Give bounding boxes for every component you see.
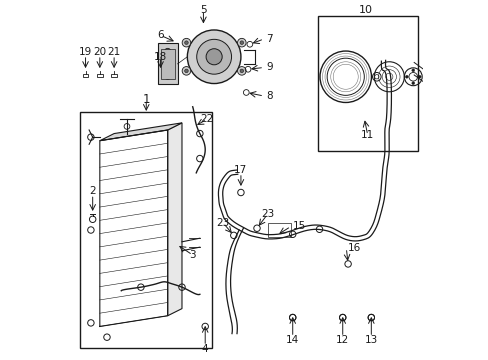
- Circle shape: [182, 67, 190, 75]
- Text: 19: 19: [79, 47, 92, 57]
- Text: 13: 13: [364, 336, 377, 345]
- Circle shape: [205, 49, 222, 65]
- Bar: [267, 223, 290, 237]
- Circle shape: [164, 73, 171, 80]
- Bar: [97, 73, 102, 77]
- Text: 21: 21: [107, 47, 121, 57]
- Text: 22: 22: [200, 114, 213, 124]
- Circle shape: [417, 75, 420, 78]
- Circle shape: [184, 69, 188, 73]
- Circle shape: [184, 41, 188, 44]
- Text: 8: 8: [265, 91, 272, 101]
- Circle shape: [237, 67, 245, 75]
- Text: 11: 11: [360, 130, 374, 140]
- Circle shape: [237, 39, 245, 47]
- Text: 5: 5: [200, 5, 206, 15]
- Text: 9: 9: [265, 63, 272, 72]
- Text: 17: 17: [234, 165, 247, 175]
- Polygon shape: [167, 123, 182, 316]
- Text: 6: 6: [157, 30, 163, 40]
- Circle shape: [164, 48, 171, 55]
- Bar: [161, 49, 174, 79]
- Text: 14: 14: [285, 336, 299, 345]
- Circle shape: [182, 39, 190, 47]
- Text: 10: 10: [358, 5, 372, 15]
- Circle shape: [405, 75, 407, 78]
- Circle shape: [196, 39, 231, 74]
- Bar: [80, 112, 212, 348]
- Bar: [82, 73, 88, 77]
- Text: 7: 7: [265, 34, 272, 44]
- Bar: [317, 16, 417, 152]
- Text: 12: 12: [335, 336, 348, 345]
- Text: 16: 16: [347, 243, 361, 253]
- Text: 23: 23: [261, 209, 274, 219]
- Bar: [111, 73, 117, 77]
- Text: 15: 15: [292, 221, 305, 231]
- Bar: [158, 43, 177, 85]
- Circle shape: [411, 69, 414, 72]
- Text: 3: 3: [189, 250, 196, 260]
- Text: 2: 2: [89, 186, 96, 196]
- Circle shape: [240, 41, 243, 44]
- Text: 23: 23: [216, 218, 229, 228]
- Polygon shape: [100, 123, 182, 141]
- Circle shape: [240, 69, 243, 73]
- Circle shape: [411, 82, 414, 85]
- Text: 1: 1: [142, 93, 150, 106]
- Text: 4: 4: [202, 344, 208, 354]
- Text: 20: 20: [93, 47, 106, 57]
- Circle shape: [187, 30, 241, 84]
- Text: 18: 18: [154, 52, 167, 62]
